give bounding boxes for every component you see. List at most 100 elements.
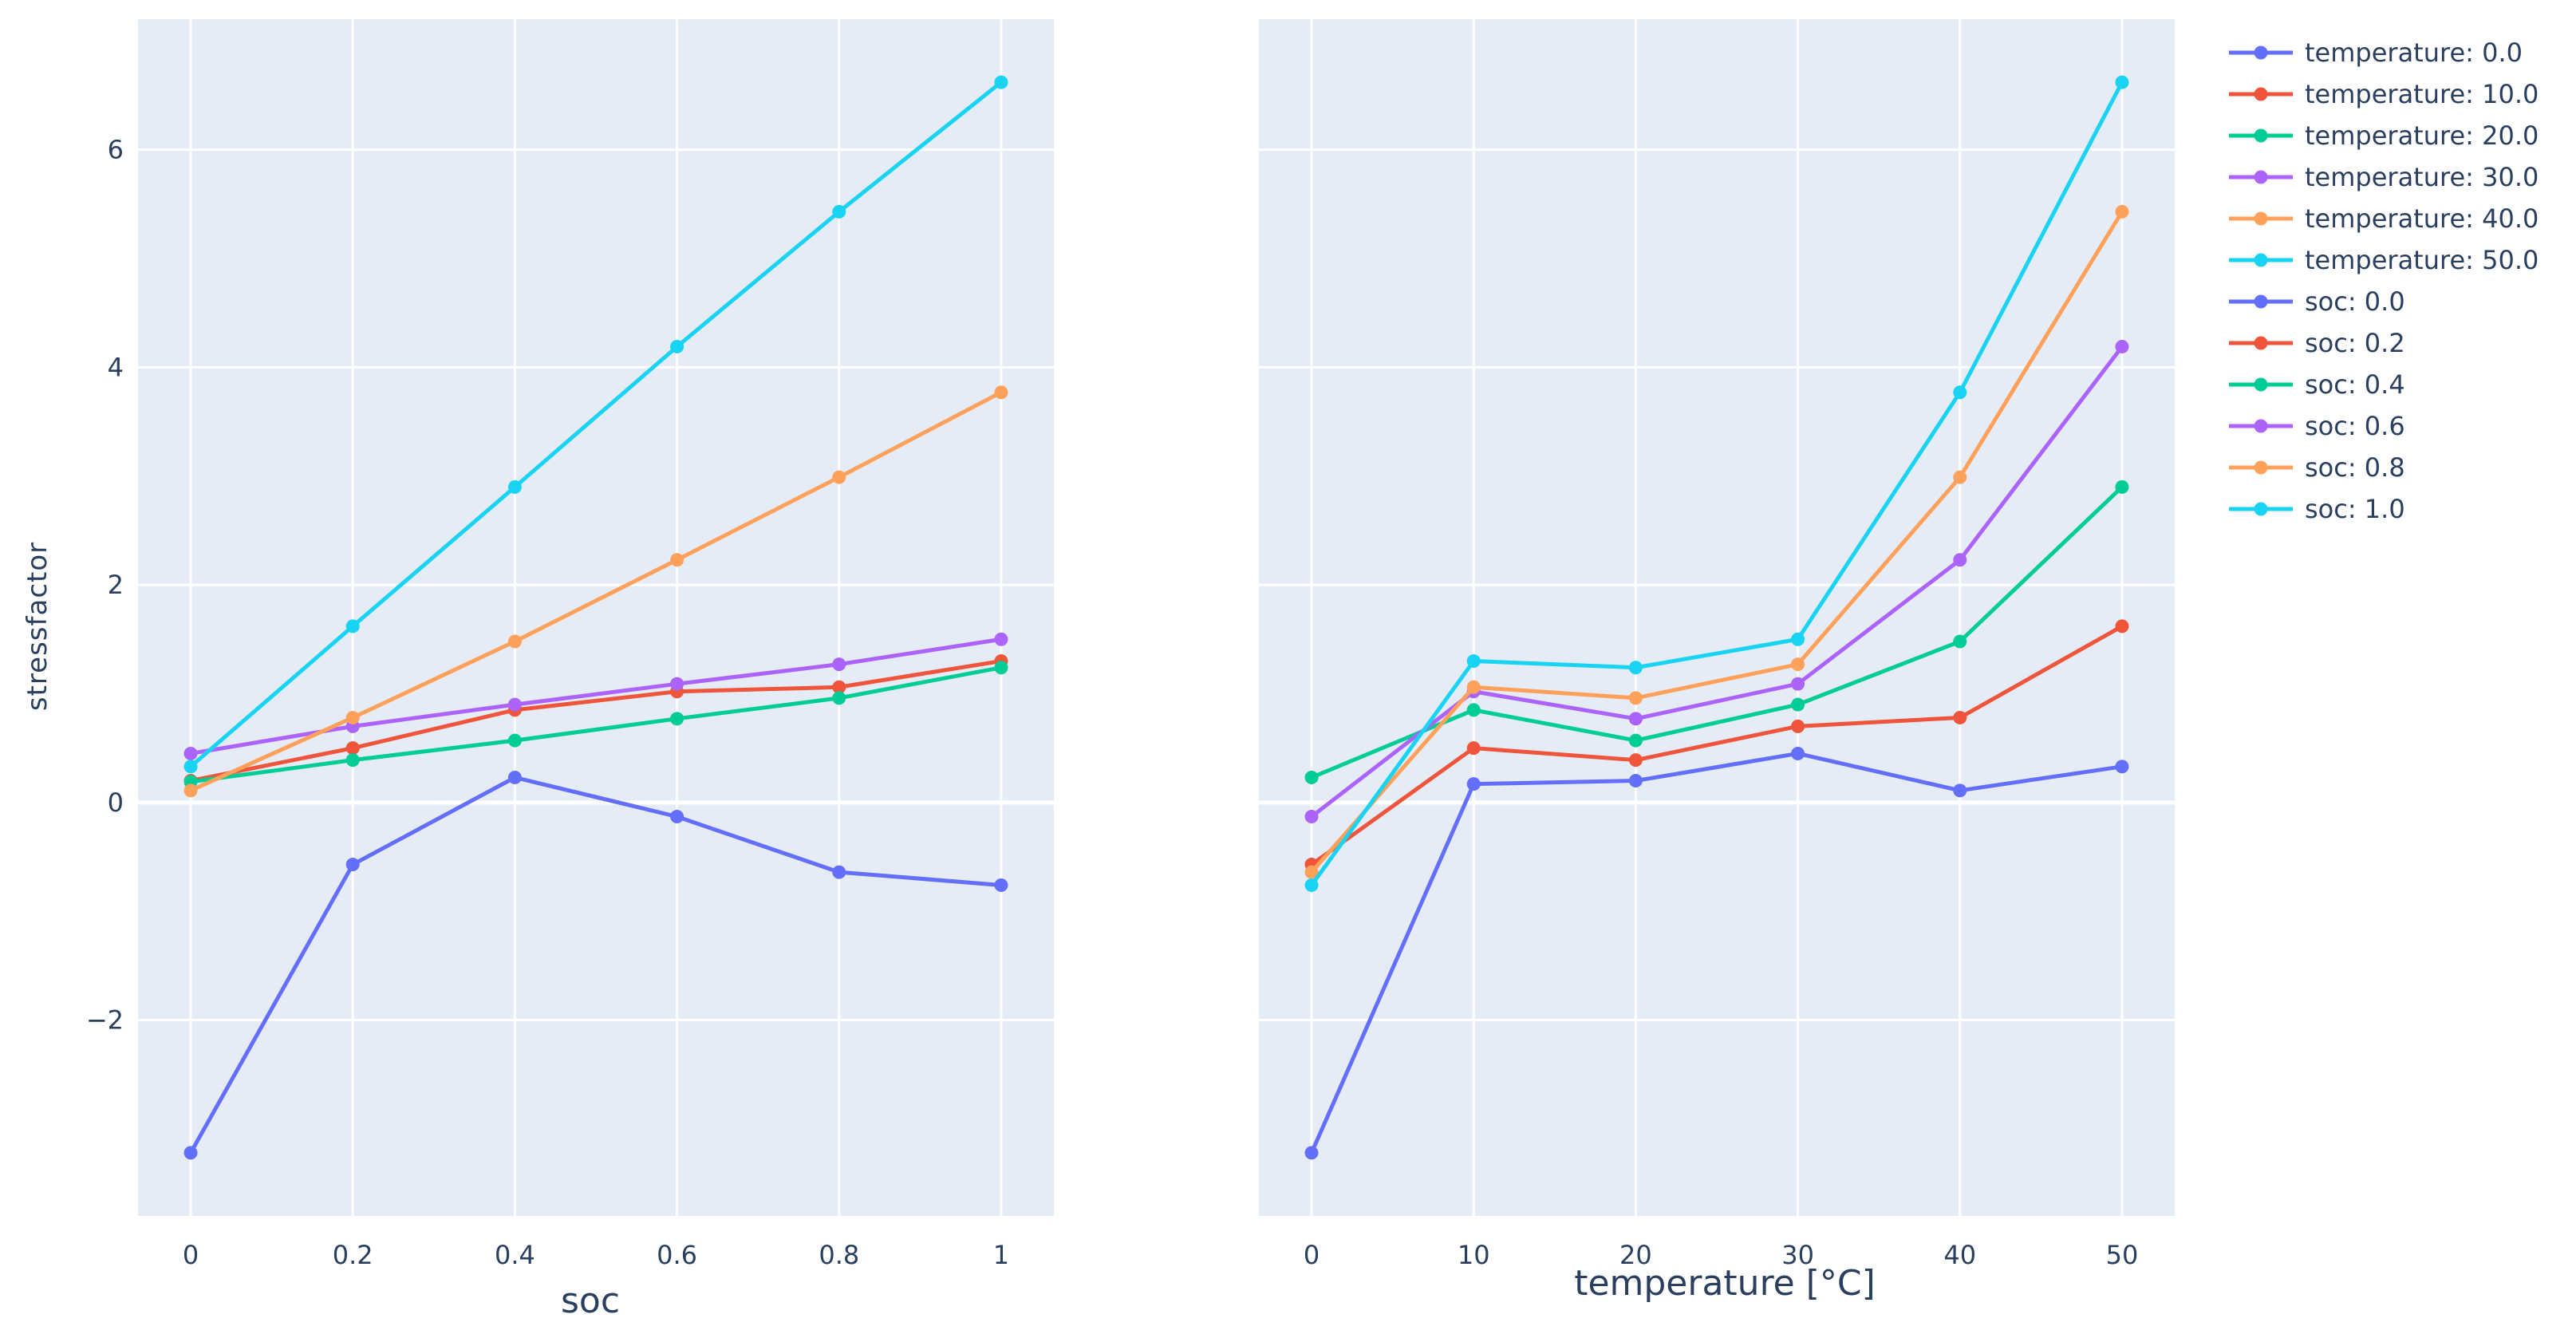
series-line[interactable]: [1309, 751, 2123, 1154]
data-point[interactable]: [2115, 760, 2129, 774]
data-point[interactable]: [1628, 712, 1643, 726]
legend-item[interactable]: temperature: 50.0: [2229, 245, 2539, 275]
data-point[interactable]: [1953, 783, 1967, 798]
data-point[interactable]: [1466, 741, 1481, 756]
data-point[interactable]: [1953, 385, 1967, 400]
series-soc-5[interactable]: [183, 75, 1008, 774]
series-line[interactable]: [1310, 211, 2124, 874]
series-temperature-4[interactable]: [1304, 204, 2129, 879]
legend-item[interactable]: soc: 0.4: [2229, 369, 2405, 400]
data-point[interactable]: [1304, 770, 1319, 784]
data-point[interactable]: [1628, 661, 1643, 675]
data-point[interactable]: [994, 878, 1008, 892]
legend-swatch-marker: [2254, 294, 2268, 309]
data-point[interactable]: [2115, 75, 2129, 89]
data-point[interactable]: [1466, 777, 1481, 791]
legend-item[interactable]: soc: 0.2: [2229, 328, 2405, 358]
series-line[interactable]: [1311, 485, 2124, 779]
data-point[interactable]: [507, 480, 522, 494]
series-line[interactable]: [1310, 624, 2124, 866]
series-line[interactable]: [1310, 81, 2124, 886]
data-point[interactable]: [345, 741, 360, 756]
data-point[interactable]: [183, 783, 198, 798]
legend-item[interactable]: temperature: 0.0: [2229, 37, 2523, 68]
data-point[interactable]: [832, 657, 846, 672]
data-point[interactable]: [507, 770, 522, 784]
legend-item[interactable]: temperature: 20.0: [2229, 120, 2539, 151]
series-temperature-2[interactable]: [1304, 480, 2129, 784]
series-line[interactable]: [1310, 345, 2124, 819]
data-point[interactable]: [1791, 632, 1805, 646]
data-point[interactable]: [507, 733, 522, 748]
data-point[interactable]: [994, 632, 1008, 646]
data-point[interactable]: [994, 75, 1008, 89]
data-point[interactable]: [2115, 204, 2129, 219]
data-point[interactable]: [183, 760, 198, 774]
data-point[interactable]: [1791, 719, 1805, 733]
data-point[interactable]: [670, 339, 684, 353]
data-point[interactable]: [345, 619, 360, 633]
series-temperature-3[interactable]: [1304, 339, 2129, 824]
data-point[interactable]: [2115, 619, 2129, 633]
series-temperature-5[interactable]: [1304, 75, 2129, 892]
series-temperature-1[interactable]: [1304, 619, 2129, 872]
legend-item[interactable]: soc: 0.6: [2229, 411, 2405, 441]
series-temperature-0[interactable]: [1304, 746, 2129, 1160]
data-point[interactable]: [670, 553, 684, 567]
data-point[interactable]: [832, 865, 846, 879]
legend-item[interactable]: temperature: 10.0: [2229, 79, 2539, 109]
series-soc-2[interactable]: [183, 661, 1008, 789]
data-point[interactable]: [1628, 753, 1643, 768]
data-point[interactable]: [1791, 697, 1805, 712]
data-point[interactable]: [1953, 634, 1967, 649]
data-point[interactable]: [670, 810, 684, 824]
data-point[interactable]: [183, 1146, 198, 1160]
series-line[interactable]: [190, 659, 1002, 783]
data-point[interactable]: [832, 470, 846, 484]
data-point[interactable]: [1304, 865, 1319, 879]
legend-item[interactable]: soc: 1.0: [2229, 494, 2405, 524]
data-point[interactable]: [1953, 710, 1967, 724]
data-point[interactable]: [832, 680, 846, 694]
data-point[interactable]: [1791, 677, 1805, 691]
series-soc-0[interactable]: [183, 770, 1008, 1160]
data-point[interactable]: [994, 661, 1008, 675]
data-point[interactable]: [1304, 878, 1319, 892]
data-point[interactable]: [1304, 810, 1319, 824]
data-point[interactable]: [832, 691, 846, 705]
data-point[interactable]: [1466, 680, 1481, 694]
data-point[interactable]: [507, 634, 522, 649]
series-line[interactable]: [189, 81, 1003, 768]
series-soc-4[interactable]: [183, 385, 1008, 798]
data-point[interactable]: [994, 385, 1008, 400]
series-line[interactable]: [190, 390, 1003, 793]
data-point[interactable]: [507, 697, 522, 712]
data-point[interactable]: [1791, 657, 1805, 672]
data-point[interactable]: [2115, 480, 2129, 494]
legend-item[interactable]: soc: 0.8: [2229, 452, 2405, 483]
data-point[interactable]: [1466, 703, 1481, 717]
data-point[interactable]: [832, 204, 846, 219]
data-point[interactable]: [1953, 470, 1967, 484]
data-point[interactable]: [1466, 654, 1481, 669]
data-point[interactable]: [1304, 1146, 1319, 1160]
data-point[interactable]: [1791, 746, 1805, 760]
data-point[interactable]: [345, 710, 360, 724]
data-point[interactable]: [345, 753, 360, 768]
legend-item[interactable]: temperature: 30.0: [2229, 162, 2539, 192]
data-point[interactable]: [670, 677, 684, 691]
legend-label: soc: 0.2: [2305, 328, 2405, 358]
data-point[interactable]: [670, 712, 684, 726]
data-point[interactable]: [1628, 733, 1643, 748]
series-line[interactable]: [188, 775, 1002, 1154]
data-point[interactable]: [345, 858, 360, 872]
data-point[interactable]: [183, 746, 198, 760]
data-point[interactable]: [1628, 691, 1643, 705]
data-point[interactable]: [1953, 553, 1967, 567]
data-point[interactable]: [1628, 774, 1643, 788]
series-line[interactable]: [190, 665, 1002, 784]
legend[interactable]: temperature: 0.0 temperature: 10.0 tempera…: [2229, 37, 2539, 524]
legend-item[interactable]: soc: 0.0: [2229, 286, 2405, 317]
legend-item[interactable]: temperature: 40.0: [2229, 203, 2539, 234]
data-point[interactable]: [2115, 339, 2129, 353]
